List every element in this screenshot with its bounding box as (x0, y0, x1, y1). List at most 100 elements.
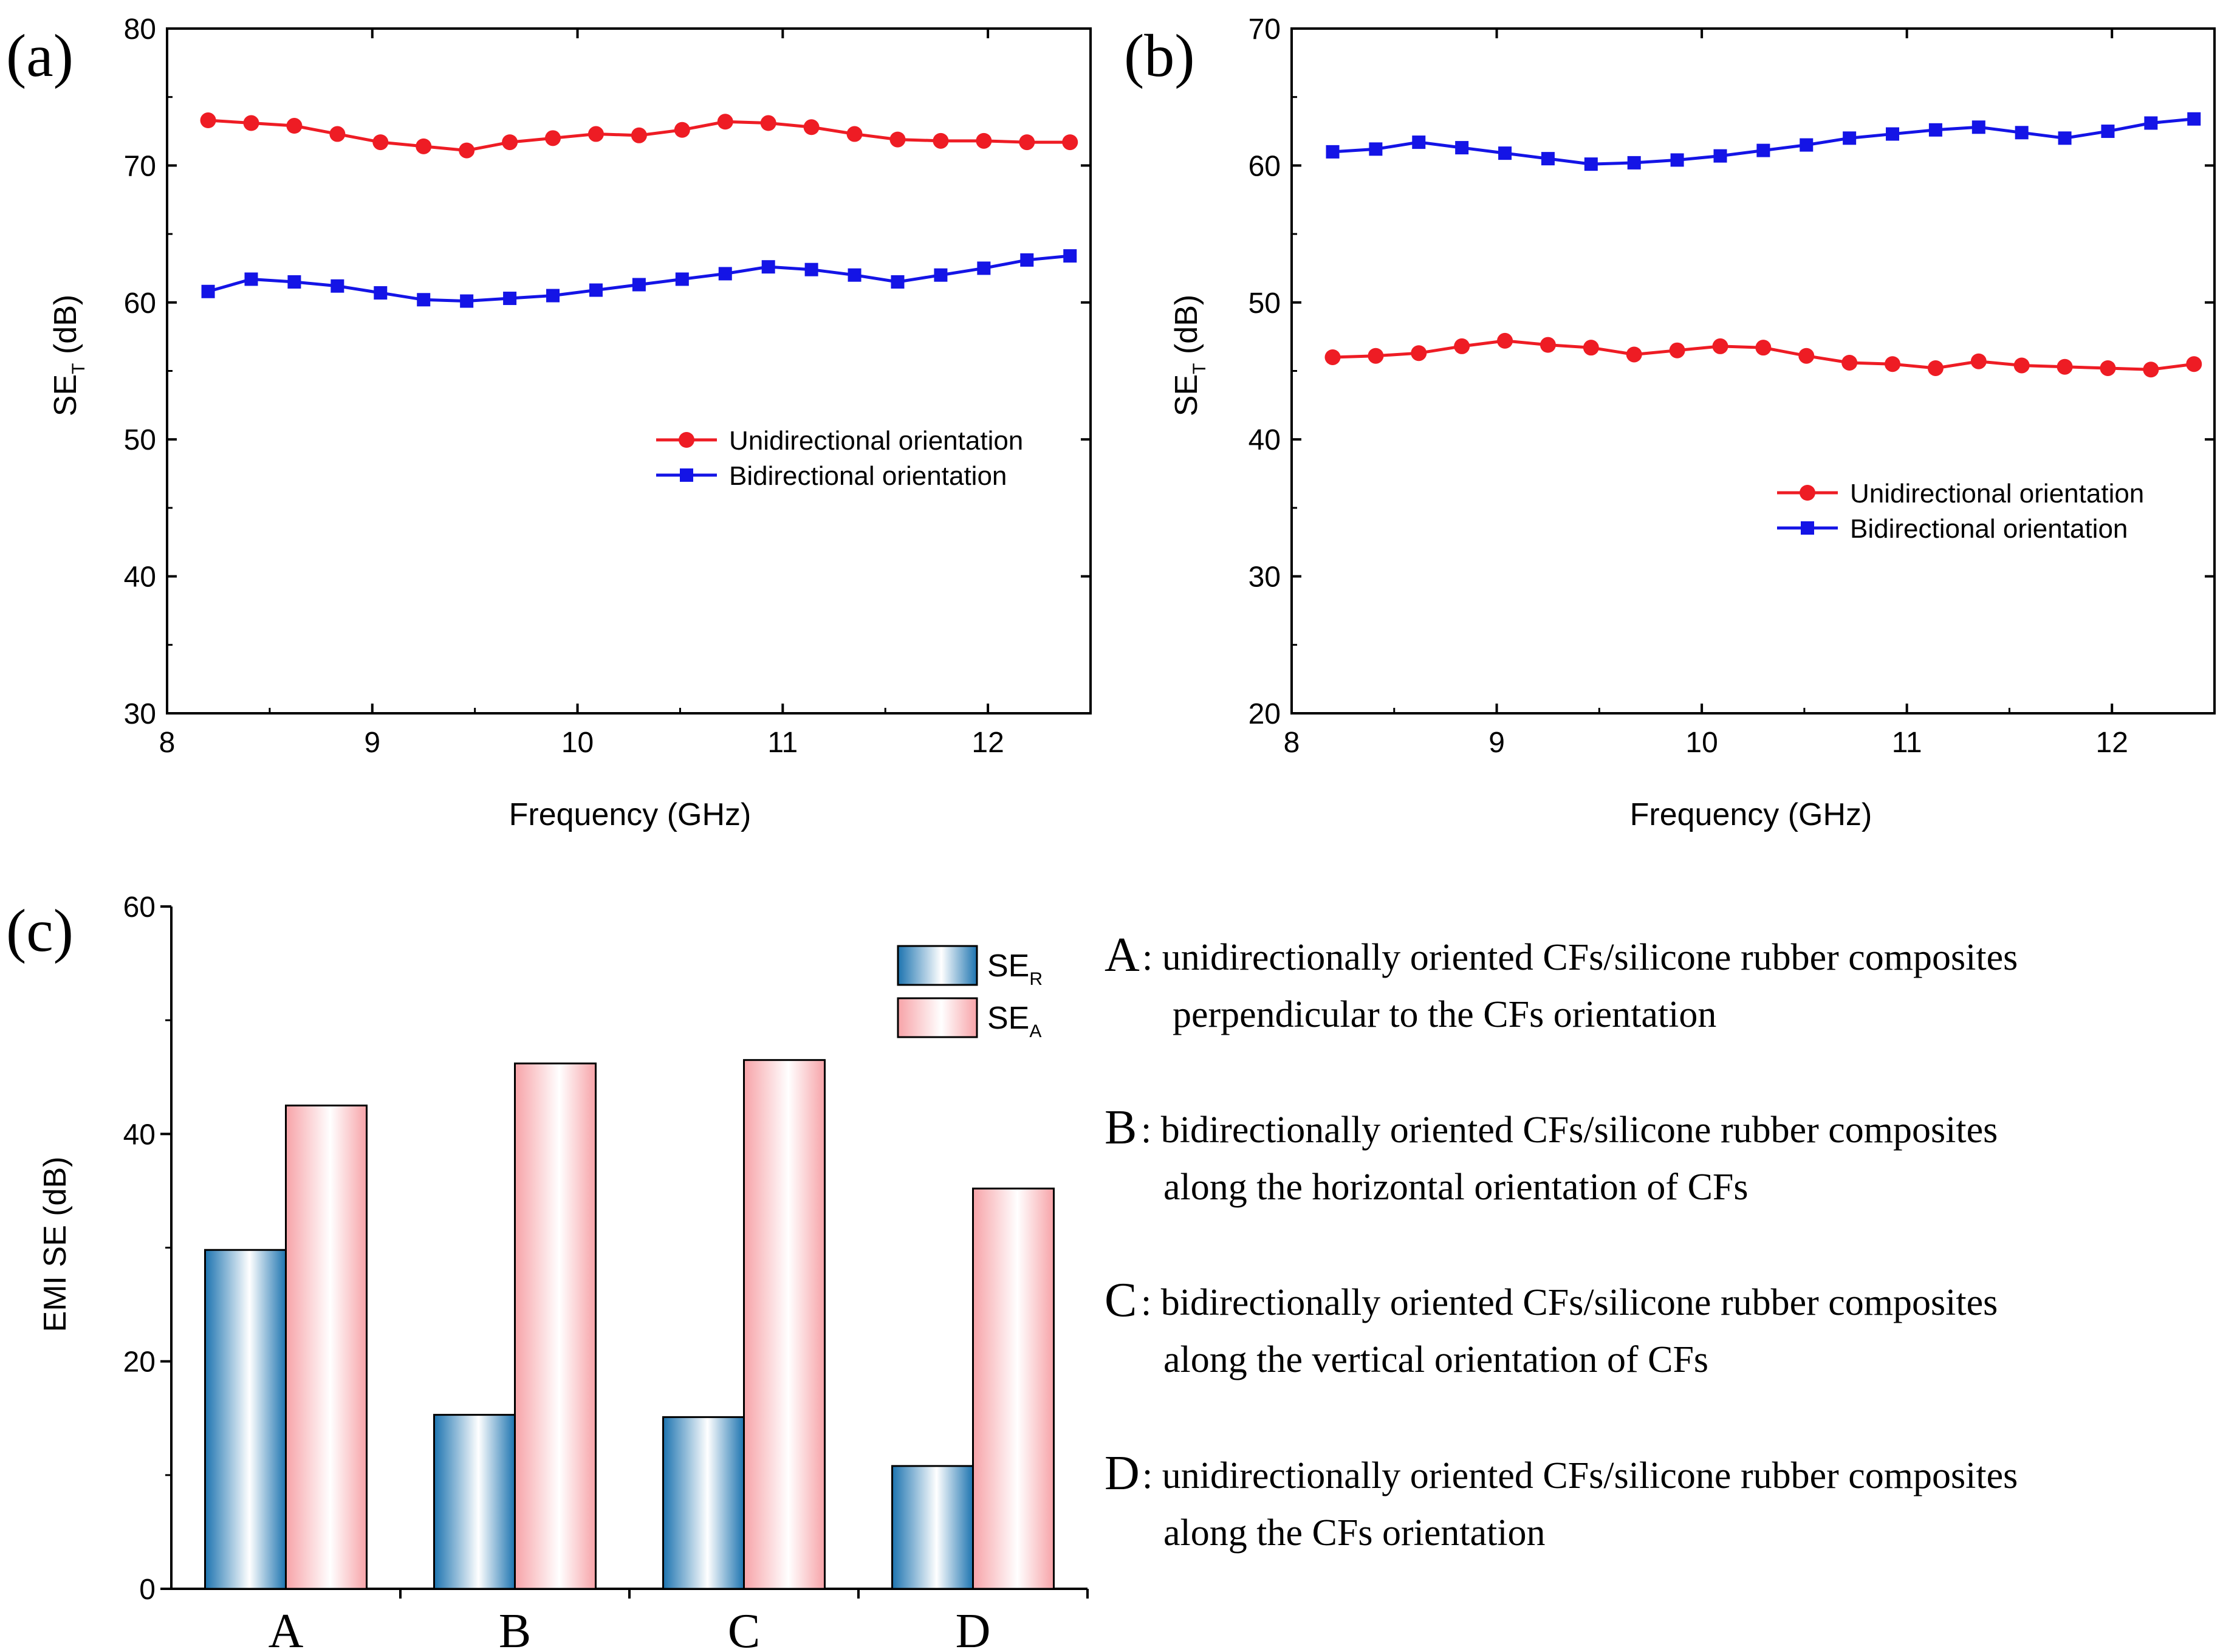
panel-a-y-axis-title: SET (dB) (48, 295, 89, 416)
panel-a-series-1-point (374, 286, 388, 300)
panel-c-y-tick-label: 40 (123, 1119, 156, 1151)
panel-c-bar-A-SEA (285, 1105, 368, 1590)
panel-a-series-0-point (976, 132, 992, 149)
panel-b-y-axis-title: SET (dB) (1169, 295, 1210, 416)
panel-b-y-tick-label: 70 (1249, 13, 1281, 46)
panel-a-series-1-point (589, 283, 603, 297)
panel-b-series-0-point (1970, 353, 1987, 369)
panel-b-x-tick-label: 12 (2096, 727, 2128, 759)
note-d-line2: along the CFs orientation (1163, 1512, 1546, 1554)
panel-c-bar-B-SEA (514, 1062, 597, 1590)
panel-a-legend-marker-bi (680, 468, 693, 482)
panel-c-legend-label-sea: SEA (987, 1001, 1041, 1041)
panel-a-legend-label-uni: Unidirectional orientation (729, 426, 1023, 456)
panel-c-chart: (c) EMI SE (dB) 0 20 40 60 A B C D SER SEA (6, 891, 1089, 1652)
panel-b-y-tick-label: 30 (1249, 561, 1281, 594)
panel-b-y-tick-label: 40 (1249, 424, 1281, 456)
panel-a-legend-label-bi: Bidirectional orientation (729, 461, 1007, 491)
panel-b-series-0-point (1885, 356, 1901, 372)
panel-b-series-1-point (2101, 125, 2115, 139)
panel-b-series-1-point (1928, 123, 1942, 137)
panel-a-series-1-point (761, 260, 775, 274)
panel-b-series-1-point (1670, 153, 1684, 167)
note-d-line1: : unidirectionally oriented CFs/silicone… (1142, 1455, 2018, 1496)
panel-b-series-1-point (1498, 146, 1512, 160)
panel-a-series-0-point (846, 126, 863, 142)
panel-b-legend: Unidirectional orientation Bidirectional… (1777, 479, 2144, 544)
panel-a-series-0-point (803, 119, 820, 135)
panel-b-series-0-point (1755, 340, 1772, 356)
panel-a-series-0-point (200, 112, 216, 129)
panel-c-bar-A-SER (204, 1249, 287, 1590)
panel-a-series-1-point (331, 279, 344, 293)
panel-a-series-1-point (675, 272, 689, 286)
panel-a-series-0-point (631, 127, 647, 143)
panel-b-x-tick-label: 10 (1685, 727, 1718, 759)
panel-a-series-0-point (459, 142, 475, 159)
panel-b-series-1-point (2058, 131, 2072, 145)
note-a-line2: perpendicular to the CFs orientation (1173, 994, 1716, 1035)
panel-b-y-tick-label: 20 (1249, 698, 1281, 730)
panel-c-y-tick-label: 0 (139, 1574, 156, 1606)
panel-b-series-1-point (1369, 142, 1383, 156)
panel-a-series-0-point (243, 115, 259, 131)
panel-b-series-1-point (1756, 143, 1770, 157)
panel-b-series-1-point (1455, 141, 1469, 155)
panel-a-series-1-point (718, 267, 732, 281)
note-a: A : unidirectionally oriented CFs/silico… (1105, 928, 2018, 1035)
panel-b-series-0-point (2013, 357, 2030, 374)
panel-a-y-tick-label: 30 (124, 698, 156, 730)
panel-a-x-tick-label: 10 (561, 727, 594, 759)
panel-a-legend: Unidirectional orientation Bidirectional… (656, 426, 1023, 491)
panel-b-legend-label-bi: Bidirectional orientation (1850, 514, 2128, 544)
panel-b-y-tick-label: 60 (1249, 150, 1281, 182)
panel-b-series-0-point (1540, 337, 1556, 353)
panel-a-series-0-point (1019, 134, 1035, 151)
panel-a-series-1-point (1020, 253, 1034, 267)
note-d-key: D (1105, 1447, 1140, 1500)
note-a-key: A (1105, 928, 1140, 982)
panel-b-x-tick-label: 8 (1284, 727, 1300, 759)
category-notes: A : unidirectionally oriented CFs/silico… (1105, 928, 2018, 1554)
panel-a-series-1-point (848, 268, 861, 282)
panel-b-series-0-point (1497, 332, 1513, 349)
panel-c-category-label: B (499, 1605, 531, 1652)
panel-b-series-0-point (1324, 349, 1341, 365)
panel-b-x-axis-title: Frequency (GHz) (1630, 797, 1872, 832)
panel-a-series-1-point (201, 284, 215, 298)
panel-a-legend-marker-uni (679, 432, 694, 448)
panel-b-label: (b) (1124, 22, 1195, 89)
panel-c-category-label: C (728, 1605, 760, 1652)
panel-a-y-tick-label: 70 (124, 150, 156, 182)
panel-a-chart: (a) Frequency (GHz) SET (dB) 8 9 10 11 12 30 4… (6, 13, 1092, 832)
panel-a-series-0-point (933, 132, 949, 149)
panel-b-series-0-point (1669, 342, 1685, 358)
panel-a-series-1-point (977, 261, 991, 275)
panel-a-y-tick-label: 80 (124, 13, 156, 46)
panel-b-series-0-point (1841, 354, 1858, 371)
panel-c-bar-C-SER (662, 1416, 745, 1590)
panel-c-bar-B-SER (433, 1414, 516, 1590)
panel-a-series-0-point (372, 134, 389, 151)
panel-b-chart: (b) Frequency (GHz) SET (dB) 8 9 10 11 12 20 3… (1124, 13, 2216, 832)
note-c: C : bidirectionally oriented CFs/silicon… (1105, 1273, 1998, 1380)
panel-b-series-1-point (1713, 149, 1727, 163)
panel-a-series-1-point (287, 275, 301, 289)
panel-a-series-1-point (891, 275, 905, 289)
panel-a-series-1-point (503, 292, 517, 306)
panel-b-series-0-point (1368, 348, 1384, 364)
panel-b-series-1-point (2187, 112, 2201, 126)
panel-b-series-0-point (1927, 360, 1944, 376)
panel-b-legend-label-uni: Unidirectional orientation (1850, 479, 2144, 509)
panel-a-series-0-point (674, 122, 690, 138)
panel-a-series-0-point (329, 126, 346, 142)
note-c-line2: along the vertical orientation of CFs (1163, 1339, 1708, 1380)
panel-b-series-1-point (1800, 138, 1814, 152)
panel-b-series-1-point (1971, 120, 1985, 134)
panel-a-series-1-point (417, 293, 431, 307)
panel-b-series-1-point (2144, 116, 2158, 130)
panel-c-bar-D-SEA (972, 1187, 1055, 1590)
panel-a-series-1-point (460, 294, 474, 308)
panel-a-series-0-point (545, 130, 561, 146)
panel-c-legend: SER SEA (897, 945, 1043, 1041)
